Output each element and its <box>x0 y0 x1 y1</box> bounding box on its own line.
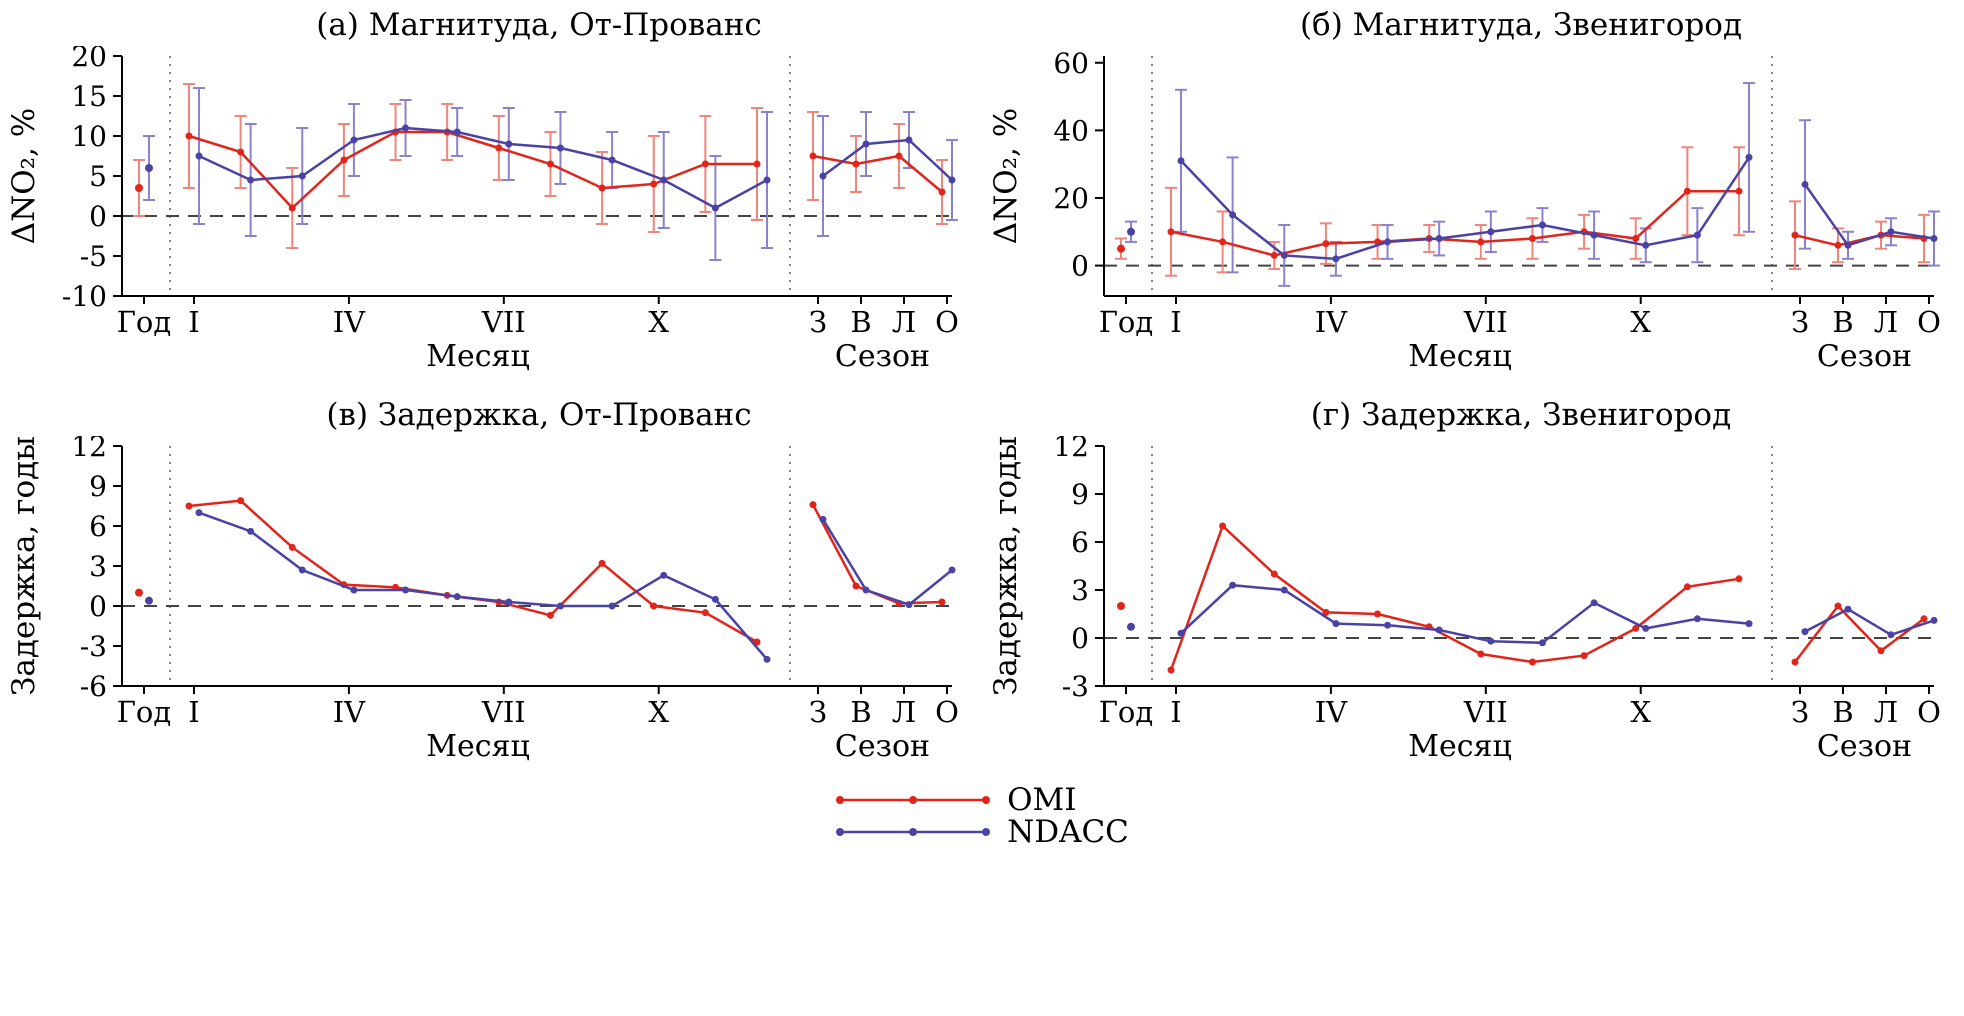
svg-text:IV: IV <box>1315 695 1348 729</box>
svg-text:Год: Год <box>1099 305 1154 339</box>
bottom-row: (в) Задержка, От-Прованс -6 -3 0 3 6 9 12 Задер… <box>0 394 1964 768</box>
svg-text:В: В <box>1832 695 1853 729</box>
legend-label-ndacc: NDACC <box>1007 814 1129 850</box>
panel-delay-haute-provence: (в) Задержка, От-Прованс -6 -3 0 3 6 9 12 Задер… <box>0 394 982 768</box>
svg-text:I: I <box>1170 695 1181 729</box>
svg-text:VII: VII <box>1463 305 1508 339</box>
svg-text:0: 0 <box>1071 250 1089 283</box>
legend-item-ndacc: NDACC <box>835 814 1129 850</box>
legend-swatch-omi <box>836 796 991 804</box>
svg-text:0: 0 <box>89 200 107 233</box>
svg-text:-6: -6 <box>80 670 107 703</box>
svg-text:Год: Год <box>117 305 172 339</box>
svg-text:-5: -5 <box>80 240 107 273</box>
panel-delay-zvenigorod: (г) Задержка, Звенигород -3 0 3 6 9 12 Задержк… <box>982 394 1964 768</box>
svg-text:40: 40 <box>1053 114 1089 147</box>
legend-swatch-ndacc <box>836 828 991 836</box>
svg-text:VII: VII <box>1463 695 1508 729</box>
svg-text:Л: Л <box>892 305 916 339</box>
svg-text:IV: IV <box>1315 305 1348 339</box>
plot-magnitude-haute-provence: -10 -5 0 5 10 15 20 ΔNO₂, % Год I IV VII X З В Л О Месяц С… <box>6 46 959 374</box>
svg-text:Задержка, годы: Задержка, годы <box>988 436 1024 696</box>
svg-text:15: 15 <box>71 80 107 113</box>
svg-text:Месяц: Месяц <box>1408 339 1512 374</box>
svg-text:Л: Л <box>892 695 916 729</box>
top-row: (а) Магнитуда, От-Прованс -10 -5 0 5 10 15 20 Δ… <box>0 4 1964 378</box>
panel-magnitude-zvenigorod: (б) Магнитуда, Звенигород 0 20 40 60 ΔNO₂, %… <box>982 4 1964 378</box>
panel-magnitude-haute-provence: (а) Магнитуда, От-Прованс -10 -5 0 5 10 15 20 Δ… <box>0 4 982 378</box>
svg-text:IV: IV <box>333 305 366 339</box>
svg-text:9: 9 <box>1071 478 1089 511</box>
svg-text:60: 60 <box>1053 47 1089 80</box>
svg-text:-10: -10 <box>62 280 107 313</box>
svg-text:О: О <box>935 695 959 729</box>
panel-title-a: (а) Магнитуда, От-Прованс <box>316 7 762 43</box>
svg-text:О: О <box>1917 695 1941 729</box>
svg-text:Л: Л <box>1874 695 1898 729</box>
svg-text:6: 6 <box>89 510 107 543</box>
svg-text:20: 20 <box>71 46 107 73</box>
svg-text:-3: -3 <box>80 630 107 663</box>
svg-text:-3: -3 <box>1062 670 1089 703</box>
svg-text:ΔNO₂, %: ΔNO₂, % <box>6 108 42 245</box>
svg-text:О: О <box>1917 305 1941 339</box>
svg-text:О: О <box>935 305 959 339</box>
svg-text:3: 3 <box>89 550 107 583</box>
svg-text:X: X <box>648 695 669 729</box>
plot-delay-zvenigorod: -3 0 3 6 9 12 Задержка, годы Год I IV VII X З В Л О Меся… <box>988 436 1941 764</box>
panel-title-g: (г) Задержка, Звенигород <box>1310 397 1732 433</box>
panel-title-b: (б) Магнитуда, Звенигород <box>1299 7 1743 43</box>
svg-text:Месяц: Месяц <box>426 339 530 374</box>
svg-text:9: 9 <box>89 470 107 503</box>
svg-text:12: 12 <box>71 436 107 463</box>
svg-text:В: В <box>1832 305 1853 339</box>
svg-text:Год: Год <box>1099 695 1154 729</box>
svg-text:IV: IV <box>333 695 366 729</box>
svg-text:3: 3 <box>1071 574 1089 607</box>
svg-text:Сезон: Сезон <box>1817 339 1912 374</box>
svg-text:ΔNO₂, %: ΔNO₂, % <box>988 108 1024 245</box>
svg-text:5: 5 <box>89 160 107 193</box>
svg-text:0: 0 <box>89 590 107 623</box>
svg-text:З: З <box>809 305 827 339</box>
svg-text:Год: Год <box>117 695 172 729</box>
svg-text:З: З <box>809 695 827 729</box>
svg-text:Сезон: Сезон <box>835 339 930 374</box>
legend: OMI NDACC <box>835 782 1129 850</box>
svg-text:20: 20 <box>1053 182 1089 215</box>
svg-text:Л: Л <box>1874 305 1898 339</box>
svg-text:12: 12 <box>1053 436 1089 463</box>
svg-text:VII: VII <box>481 695 526 729</box>
svg-text:В: В <box>850 305 871 339</box>
svg-text:X: X <box>1630 695 1651 729</box>
svg-text:6: 6 <box>1071 526 1089 559</box>
svg-text:Месяц: Месяц <box>426 729 530 764</box>
svg-text:I: I <box>188 305 199 339</box>
svg-text:З: З <box>1791 695 1809 729</box>
svg-text:В: В <box>850 695 871 729</box>
svg-text:X: X <box>1630 305 1651 339</box>
svg-text:I: I <box>188 695 199 729</box>
svg-text:Месяц: Месяц <box>1408 729 1512 764</box>
svg-text:10: 10 <box>71 120 107 153</box>
plot-magnitude-zvenigorod: 0 20 40 60 ΔNO₂, % Год I IV VII X З В Л О Месяц Сезон <box>988 47 1941 374</box>
svg-text:Сезон: Сезон <box>1817 729 1912 764</box>
svg-text:0: 0 <box>1071 622 1089 655</box>
svg-text:Сезон: Сезон <box>835 729 930 764</box>
svg-text:З: З <box>1791 305 1809 339</box>
plot-delay-haute-provence: -6 -3 0 3 6 9 12 Задержка, годы Год I IV VII X З В Л О Ме… <box>6 436 959 764</box>
panel-title-v: (в) Задержка, От-Прованс <box>326 397 752 433</box>
legend-item-omi: OMI <box>835 782 1129 818</box>
svg-text:I: I <box>1170 305 1181 339</box>
svg-text:Задержка, годы: Задержка, годы <box>6 436 42 696</box>
svg-text:VII: VII <box>481 305 526 339</box>
svg-text:X: X <box>648 305 669 339</box>
legend-label-omi: OMI <box>1007 782 1077 818</box>
figure: (а) Магнитуда, От-Прованс -10 -5 0 5 10 15 20 Δ… <box>0 4 1964 850</box>
